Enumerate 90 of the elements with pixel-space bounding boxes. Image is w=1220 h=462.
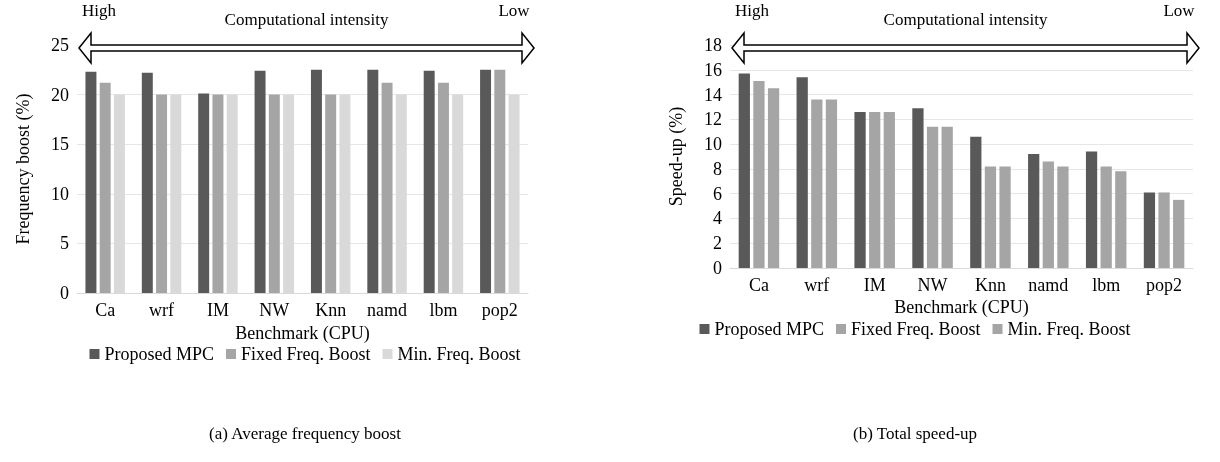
x-tick-label: IM [206,300,229,320]
bar [480,69,492,293]
bar [1143,192,1156,268]
bar [869,111,881,268]
bar [156,94,168,293]
bar [796,77,808,268]
x-tick-label: wrf [149,300,175,320]
y-tick-label: 6 [713,183,722,204]
x-axis-title: Benchmark (CPU) [235,322,370,344]
bar [926,126,939,268]
x-tick-label: namd [1028,275,1069,295]
x-tick-label: namd [367,300,408,320]
text: Computational intensity [883,9,1048,29]
text: (b) Total speed-up [852,424,978,443]
bar [1028,154,1040,268]
x-tick-label: IM [863,275,886,295]
bar [767,88,780,268]
legend-label: Proposed MPC [714,319,825,339]
bar [738,73,750,268]
bar [381,82,393,293]
y-tick-label: 5 [60,233,69,254]
bar [367,69,379,293]
y-tick-label: 18 [704,35,722,55]
x-tick-label: wrf [804,275,830,295]
bar [883,111,895,268]
bar [811,99,823,268]
x-tick-label: NW [917,275,948,295]
y-tick-label: 0 [713,258,722,278]
bar [85,71,97,293]
bar [854,111,866,268]
y-tick-label: 15 [51,134,69,155]
text: Low [1163,0,1196,20]
bar [437,82,449,293]
bar [1100,166,1112,268]
y-tick-label: 20 [51,84,69,105]
x-tick-label: Knn [315,300,347,320]
legend-label: Min. Freq. Boost [397,344,521,364]
x-tick-label: Knn [974,275,1006,295]
bar [310,69,322,293]
y-tick-label: 16 [704,59,722,80]
bar [1173,199,1185,268]
bar [423,70,435,293]
text: Low [498,0,531,20]
y-tick-label: 10 [704,134,722,155]
bar [1115,171,1127,268]
bar [268,94,280,293]
x-tick-label: pop2 [1146,275,1183,295]
y-tick-label: 4 [713,208,722,229]
y-tick-label: 12 [704,109,722,130]
bar [99,82,111,293]
legend-label: Min. Freq. Boost [1007,319,1131,339]
bar [198,93,210,293]
x-tick-label: Ca [95,300,116,320]
x-tick-label: pop2 [481,300,518,320]
y-tick-label: 25 [51,35,69,55]
bar [212,94,224,293]
y-tick-label: 10 [51,183,69,204]
legend-label: Fixed Freq. Boost [241,344,371,364]
x-axis-title: Benchmark (CPU) [894,297,1029,318]
y-tick-label: 8 [713,158,722,179]
text: High [82,0,117,20]
y-tick-label: 14 [704,84,722,105]
bar [753,80,765,268]
text: High [735,0,770,20]
x-tick-label: lbm [1092,275,1121,295]
x-tick-label: NW [259,300,290,320]
y-tick-label: 2 [713,233,722,254]
bar [494,69,506,293]
text: Computational intensity [224,9,389,29]
bar [941,126,953,268]
text: (a) Average frequency boost [209,424,402,443]
bar [912,108,924,268]
bar [970,136,982,268]
legend-label: Fixed Freq. Boost [851,319,981,339]
bar [254,70,266,293]
x-tick-label: lbm [429,300,458,320]
bar [1085,151,1098,268]
bar [999,166,1011,268]
bar [1057,166,1069,268]
y-axis-title: Speed-up (%) [666,106,687,207]
y-tick-label: 0 [60,283,69,303]
x-tick-label: Ca [748,275,769,295]
bar [984,166,997,268]
bar [141,72,153,293]
bar [825,99,838,268]
y-axis-title: Frequency boost (%) [13,93,34,245]
bar [1042,161,1054,268]
bar [1158,192,1170,268]
bar [325,94,337,293]
legend-label: Proposed MPC [104,344,215,364]
